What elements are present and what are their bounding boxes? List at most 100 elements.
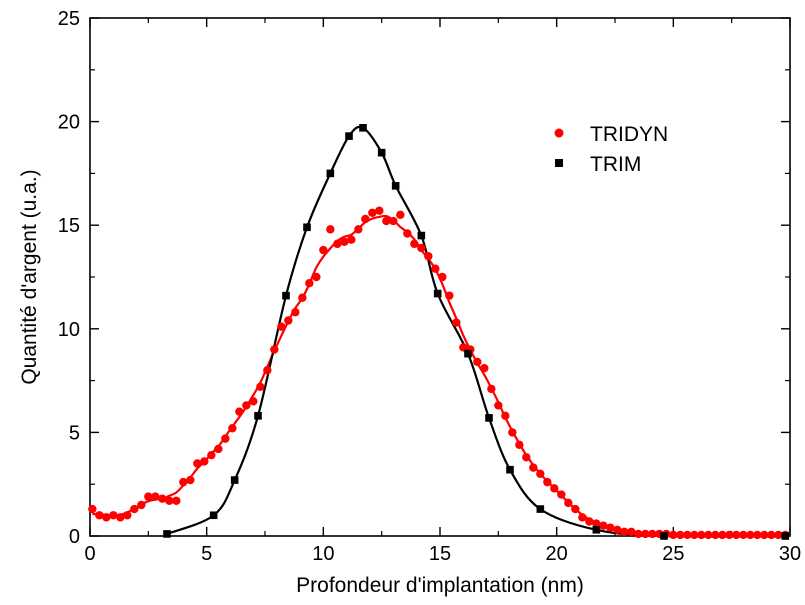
data-point-tridyn <box>704 530 713 540</box>
x-tick-label: 5 <box>201 543 212 565</box>
data-point-tridyn <box>592 519 601 528</box>
data-point-tridyn <box>431 264 440 273</box>
data-point-tridyn <box>417 243 426 253</box>
data-point-tridyn <box>179 477 188 487</box>
y-tick-label: 20 <box>58 112 80 134</box>
data-point-tridyn <box>277 322 286 331</box>
data-point-tridyn <box>172 496 181 505</box>
data-point-trim <box>254 412 262 420</box>
x-axis-label: Profondeur d'implantation (nm) <box>296 574 584 597</box>
data-point-tridyn <box>137 500 146 510</box>
data-point-tridyn <box>508 428 517 437</box>
data-point-trim <box>660 532 668 540</box>
data-point-tridyn <box>564 498 573 508</box>
data-point-tridyn <box>550 484 559 493</box>
axis-ticks <box>89 17 791 537</box>
data-point-trim <box>377 148 386 157</box>
legend-marker-tridyn <box>554 128 564 138</box>
data-point-tridyn <box>606 523 615 532</box>
data-point-tridyn <box>494 401 503 410</box>
data-point-tridyn <box>102 513 111 522</box>
y-tick-label: 5 <box>69 422 80 444</box>
data-point-tridyn <box>235 407 244 416</box>
legend-label-tridyn: TRIDYN <box>590 123 668 146</box>
data-point-tridyn <box>641 529 650 539</box>
data-point-tridyn <box>543 477 552 487</box>
data-point-tridyn <box>242 401 251 410</box>
data-point-tridyn <box>193 459 202 468</box>
data-point-tridyn <box>669 530 678 540</box>
data-point-tridyn <box>340 237 349 246</box>
data-point-trim <box>303 223 311 232</box>
data-point-tridyn <box>109 511 118 520</box>
data-point-trim <box>433 289 442 298</box>
data-point-tridyn <box>585 517 594 526</box>
data-point-tridyn <box>200 457 209 466</box>
data-point-tridyn <box>459 343 468 352</box>
x-tick-label: 30 <box>779 543 801 565</box>
legend-label-trim: TRIM <box>590 153 641 176</box>
data-point-tridyn <box>228 424 237 433</box>
data-point-tridyn <box>648 529 657 539</box>
data-point-tridyn <box>256 382 265 392</box>
data-point-tridyn <box>627 527 636 537</box>
x-tick-label: 10 <box>312 543 334 565</box>
data-point-tridyn <box>270 345 279 354</box>
y-tick-label: 15 <box>58 215 80 237</box>
data-point-tridyn <box>753 530 762 540</box>
data-point-tridyn <box>249 397 258 406</box>
data-point-tridyn <box>354 225 363 234</box>
data-point-tridyn <box>739 530 748 540</box>
data-point-tridyn <box>263 366 272 375</box>
x-tick-label: 15 <box>429 543 451 565</box>
data-point-tridyn <box>165 496 174 505</box>
data-point-tridyn <box>186 475 195 485</box>
data-point-tridyn <box>151 492 160 501</box>
fit-line-trim <box>166 125 786 538</box>
data-point-tridyn <box>284 316 293 325</box>
data-point-tridyn <box>452 318 461 327</box>
data-point-tridyn <box>123 511 132 520</box>
legend-marker-trim <box>555 159 563 167</box>
legend: TRIDYN TRIM <box>554 123 668 176</box>
data-point-tridyn <box>396 210 405 220</box>
data-point-tridyn <box>480 363 489 373</box>
data-point-tridyn <box>473 357 482 367</box>
data-point-trim <box>417 231 426 240</box>
y-tick-label: 10 <box>58 319 80 341</box>
data-point-tridyn <box>305 279 314 288</box>
data-point-trim <box>163 530 171 538</box>
data-point-tridyn <box>487 384 496 394</box>
data-point-tridyn <box>144 492 153 501</box>
x-tick-label: 20 <box>546 543 568 565</box>
data-point-tridyn <box>158 494 167 503</box>
data-point-tridyn <box>95 511 104 520</box>
tick-labels: 0 5 10 15 20 25 30 0 5 10 15 20 25 <box>58 8 801 565</box>
data-point-tridyn <box>130 504 139 514</box>
data-point-tridyn <box>536 469 545 479</box>
data-point-tridyn <box>291 308 300 317</box>
data-point-trim <box>282 291 290 300</box>
data-point-tridyn <box>634 529 643 539</box>
data-point-tridyn <box>599 521 608 530</box>
data-point-tridyn <box>88 504 97 514</box>
data-point-tridyn <box>438 272 447 282</box>
data-point-tridyn <box>760 530 769 540</box>
data-point-tridyn <box>375 206 384 215</box>
fit-lines <box>92 125 786 538</box>
data-point-tridyn <box>732 530 741 540</box>
data-points <box>88 124 790 540</box>
data-point-tridyn <box>774 530 783 540</box>
data-point-tridyn <box>767 530 776 540</box>
data-point-tridyn <box>361 214 370 224</box>
data-point-tridyn <box>382 216 391 226</box>
data-point-trim <box>506 465 514 474</box>
data-point-trim <box>391 182 400 190</box>
data-point-tridyn <box>319 245 328 255</box>
data-point-tridyn <box>746 530 755 540</box>
data-point-tridyn <box>445 291 454 300</box>
y-tick-label: 0 <box>69 526 80 548</box>
y-axis-label: Quantité d'argent (u.a.) <box>18 169 41 384</box>
data-point-trim <box>464 349 472 358</box>
